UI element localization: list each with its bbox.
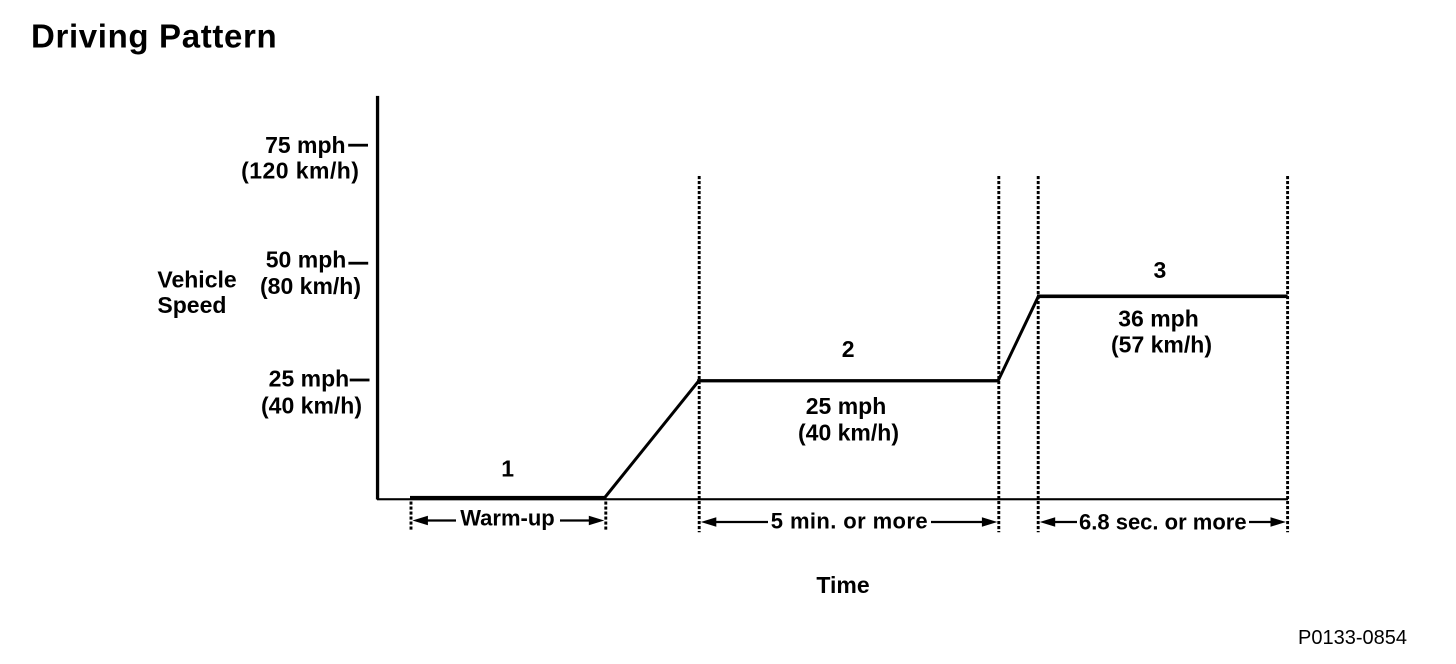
svg-text:(40 km/h): (40 km/h) <box>798 419 899 445</box>
svg-text:(57 km/h): (57 km/h) <box>1111 332 1212 358</box>
svg-text:2: 2 <box>842 336 855 362</box>
svg-text:(80 km/h): (80 km/h) <box>260 273 361 299</box>
svg-text:1: 1 <box>501 455 514 481</box>
svg-text:6.8 sec. or more: 6.8 sec. or more <box>1079 509 1247 534</box>
svg-text:Driving Pattern: Driving Pattern <box>31 18 277 55</box>
svg-text:3: 3 <box>1154 257 1167 283</box>
svg-text:Time: Time <box>816 572 869 598</box>
svg-text:50 mph: 50 mph <box>266 247 347 273</box>
svg-text:25 mph: 25 mph <box>806 393 887 419</box>
svg-text:P0133-0854: P0133-0854 <box>1298 627 1407 649</box>
svg-text:(120 km/h): (120 km/h) <box>241 157 359 183</box>
svg-text:25 mph: 25 mph <box>269 365 350 391</box>
svg-text:75 mph: 75 mph <box>265 132 346 158</box>
svg-text:5 min. or more: 5 min. or more <box>771 509 928 534</box>
svg-text:Vehicle: Vehicle <box>157 266 236 292</box>
svg-text:Speed: Speed <box>157 292 226 318</box>
svg-text:36 mph: 36 mph <box>1118 305 1199 331</box>
svg-text:Warm-up: Warm-up <box>460 505 555 530</box>
svg-text:(40 km/h): (40 km/h) <box>261 393 362 419</box>
